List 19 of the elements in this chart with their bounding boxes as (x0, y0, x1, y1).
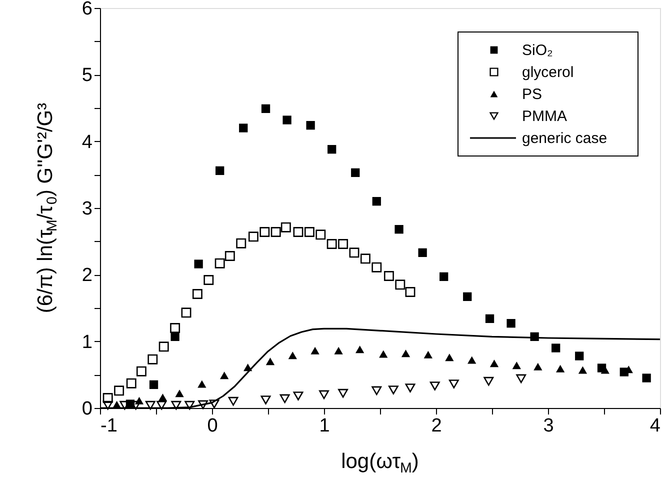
y-axis-title: (6/π) ln(τM/τ0) G''G'²/G³ (34, 102, 61, 314)
x-tick-label: 2 (431, 416, 442, 436)
y-tick-label: 2 (82, 265, 92, 286)
x-tick-label: 3 (543, 416, 554, 436)
legend-label: generic case (522, 130, 608, 147)
x-tick-label: -1 (100, 416, 118, 436)
y-tick-label: 1 (82, 332, 92, 353)
legend-label: PS (522, 86, 542, 103)
y-tick-label: 3 (82, 198, 92, 220)
legend-label: glycerol (522, 64, 574, 81)
legend-label: PMMA (522, 108, 567, 125)
x-tick-label: 0 (207, 416, 218, 436)
x-tick-label: 1 (319, 416, 330, 436)
y-tick-label: 4 (82, 132, 93, 153)
y-tick-label: 6 (82, 0, 92, 20)
y-tick-label: 5 (82, 65, 92, 86)
legend-label: SiO₂ (522, 42, 554, 59)
x-tick-label: 4 (650, 416, 661, 436)
y-tick-label: 0 (82, 398, 92, 420)
